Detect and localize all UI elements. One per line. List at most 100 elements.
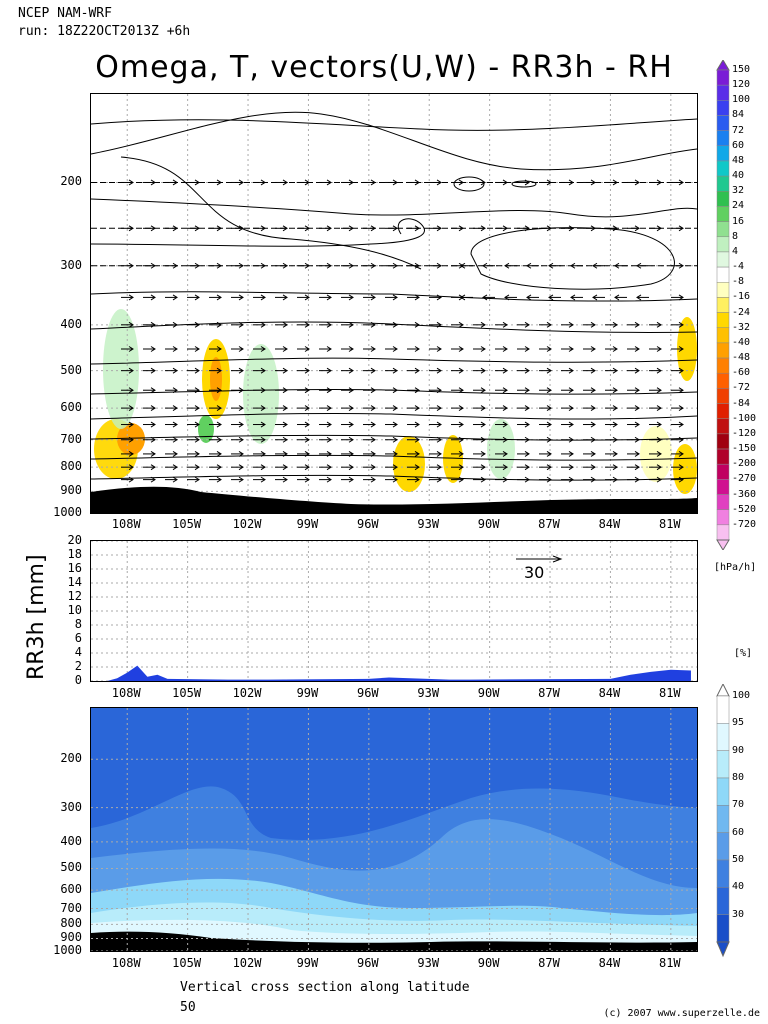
rh-grid	[91, 708, 697, 951]
x-tick-label: 108W	[111, 517, 141, 531]
wind-vector-head	[216, 387, 222, 394]
x-tick-label: 87W	[538, 956, 560, 970]
wind-vector-head	[678, 321, 684, 328]
wind-vector-head	[480, 405, 486, 412]
precip-y-tick-label: 12	[67, 589, 82, 603]
wind-vector-head	[678, 225, 684, 232]
omega-unit: [hPa/h]	[714, 562, 757, 573]
wind-vector-head	[216, 262, 222, 269]
colorbar-label: 24	[732, 200, 745, 212]
wind-vector-head	[304, 421, 310, 428]
wind-vector-head	[370, 450, 376, 457]
wind-vector-head	[482, 262, 488, 269]
wind-vector-head	[546, 464, 552, 471]
wind-vector-head	[480, 436, 486, 443]
wind-vector-head	[282, 225, 288, 232]
wind-vector-head	[678, 405, 684, 412]
wind-vector-head	[128, 450, 134, 457]
wind-vector-head	[436, 476, 442, 483]
wind-vector-head	[502, 464, 508, 471]
colorbar-label: -270	[732, 473, 757, 485]
wind-vector-head	[238, 387, 244, 394]
wind-vector-head	[502, 321, 508, 328]
rh-colorbar-label: 70	[732, 799, 745, 811]
colorbar-bottom-arrow	[716, 539, 730, 550]
wind-vector-head	[436, 464, 442, 471]
wind-vector-head	[612, 321, 618, 328]
wind-vector-head	[678, 387, 684, 394]
wind-vector-head	[678, 421, 684, 428]
wind-vector-head	[260, 405, 266, 412]
wind-vector-head	[392, 450, 398, 457]
x-tick-label: 90W	[477, 956, 500, 970]
x-tick-label: 93W	[417, 686, 440, 700]
wind-vector-head	[194, 179, 200, 186]
wind-vector-head	[480, 346, 486, 352]
colorbar-swatch	[716, 388, 730, 404]
wind-vector-head	[414, 476, 420, 483]
x-tick-label: 90W	[477, 686, 500, 700]
colorbar-label: -24	[732, 306, 751, 318]
wind-vector-head	[326, 476, 332, 483]
colorbar-label: 4	[732, 245, 739, 257]
footer-description: Vertical cross section along latitude	[180, 980, 470, 995]
wind-vector-head	[194, 387, 200, 394]
wind-vector-head	[216, 294, 222, 301]
wind-vector-head	[634, 321, 640, 328]
colorbar-label: 150	[732, 64, 751, 75]
colorbar-swatch	[716, 914, 730, 943]
wind-vector-head	[238, 367, 244, 374]
wind-vector-head	[480, 450, 486, 457]
header-model: NCEP NAM-WRF	[18, 6, 112, 21]
x-tick-label: 87W	[538, 686, 560, 700]
colorbar-swatch	[716, 372, 730, 389]
wind-vector-head	[392, 321, 398, 328]
wind-vector-head	[150, 179, 156, 186]
wind-vector-head	[436, 387, 442, 394]
x-tick-label: 105W	[172, 956, 202, 970]
colorbar-label: -150	[732, 443, 757, 455]
colorbar-swatch	[716, 282, 730, 298]
wind-vector-head	[436, 262, 442, 269]
wind-vector-head	[282, 367, 288, 374]
rh-y-tick-label: 400	[60, 833, 82, 848]
x-tick-label: 84W	[598, 686, 621, 700]
x-tick-label: 93W	[417, 956, 440, 970]
wind-vector-head	[370, 405, 376, 412]
wind-vector-head	[480, 321, 486, 328]
wind-vector-head	[150, 405, 156, 412]
wind-vector-head	[282, 464, 288, 471]
wind-vector-head	[570, 262, 576, 269]
wind-vector-head	[546, 405, 552, 412]
wind-vector-head	[194, 421, 200, 428]
wind-vector-head	[194, 450, 200, 457]
wind-vector-head	[436, 421, 442, 428]
wind-vector-head	[370, 436, 376, 443]
x-tick-label: 84W	[598, 517, 621, 531]
omega-plot	[91, 94, 697, 513]
wind-vector-head	[612, 476, 618, 483]
wind-vector-head	[238, 262, 244, 269]
colorbar-swatch	[716, 69, 730, 86]
colorbar-swatch	[716, 723, 730, 751]
wind-vector-head	[502, 405, 508, 412]
wind-vector-head	[502, 225, 508, 232]
wind-vector-head	[150, 464, 156, 471]
colorbar-label: -8	[732, 276, 745, 288]
wind-vector-head	[128, 262, 134, 269]
x-tick-label: 105W	[172, 686, 202, 700]
wind-vector-head	[326, 346, 332, 352]
wind-vector-head	[590, 321, 596, 328]
wind-vector-head	[304, 367, 310, 374]
wind-vector-head	[524, 346, 530, 352]
wind-vector-head	[348, 436, 354, 443]
wind-vector-head	[282, 450, 288, 457]
wind-vector-head	[482, 294, 488, 301]
wind-vector-head	[172, 225, 178, 232]
wind-vector-head	[504, 294, 510, 301]
wind-vector-head	[150, 294, 156, 301]
wind-vector-head	[678, 367, 684, 374]
wind-vector-head	[326, 464, 332, 471]
wind-vector-head	[304, 436, 310, 443]
wind-vector-head	[480, 476, 486, 483]
